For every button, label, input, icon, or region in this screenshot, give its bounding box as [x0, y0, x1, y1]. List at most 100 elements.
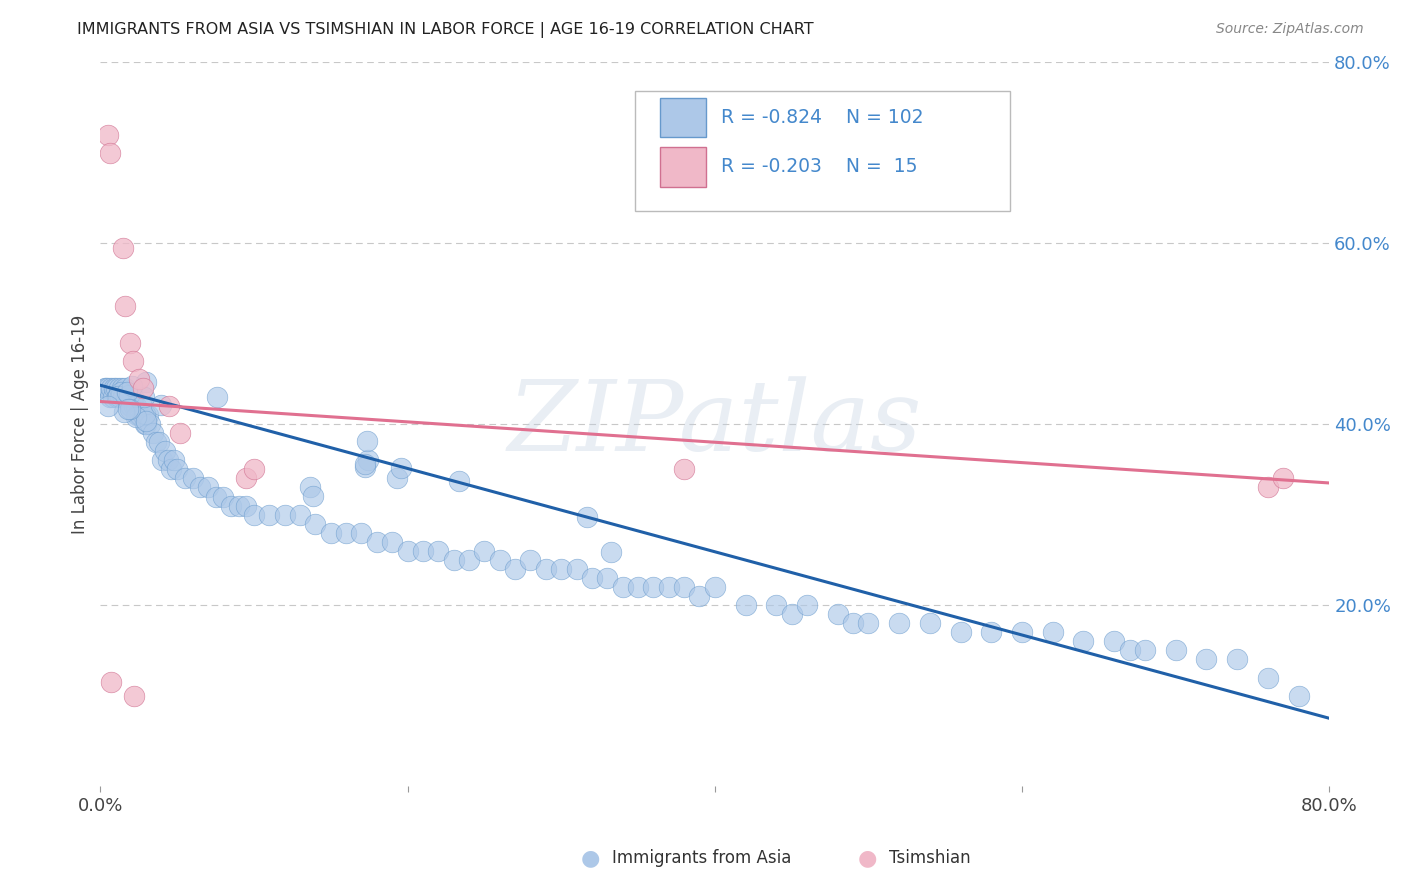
Point	[1042, 625, 1064, 640]
Point	[96, 381, 118, 395]
Point	[100, 381, 122, 395]
Point	[447, 475, 470, 489]
Point	[335, 525, 357, 540]
Point	[142, 426, 165, 441]
Point	[235, 499, 257, 513]
Point	[827, 607, 849, 622]
Point	[474, 544, 496, 558]
Point	[1288, 689, 1310, 703]
Point	[581, 571, 603, 585]
Point	[127, 408, 149, 422]
Point	[1073, 634, 1095, 648]
Point	[273, 508, 295, 522]
Point	[353, 459, 375, 474]
Point	[135, 375, 157, 389]
Point	[160, 462, 183, 476]
Point	[128, 408, 150, 422]
Text: R = -0.203    N =  15: R = -0.203 N = 15	[721, 157, 918, 177]
Point	[181, 471, 204, 485]
Point	[980, 625, 1002, 640]
Point	[118, 388, 141, 402]
Point	[627, 580, 650, 594]
Point	[357, 452, 380, 467]
Point	[412, 544, 434, 558]
Point	[550, 562, 572, 576]
Y-axis label: In Labor Force | Age 16-19: In Labor Force | Age 16-19	[72, 315, 89, 533]
FancyBboxPatch shape	[636, 91, 1010, 211]
Point	[385, 471, 408, 485]
Point	[118, 335, 141, 350]
Point	[288, 508, 311, 522]
Point	[576, 509, 599, 524]
Point	[356, 434, 378, 449]
Point	[235, 471, 257, 485]
Point	[169, 426, 191, 441]
Point	[125, 410, 148, 425]
Point	[163, 453, 186, 467]
Point	[188, 481, 211, 495]
Point	[114, 404, 136, 418]
Point	[643, 580, 665, 594]
Point	[117, 390, 139, 404]
Point	[118, 402, 141, 417]
Point	[110, 390, 132, 404]
Point	[150, 453, 173, 467]
Point	[219, 499, 242, 513]
Text: ●: ●	[581, 848, 600, 868]
Point	[596, 571, 619, 585]
FancyBboxPatch shape	[659, 97, 706, 137]
Point	[129, 408, 152, 422]
Point	[1257, 671, 1279, 685]
Point	[396, 544, 419, 558]
Point	[299, 480, 322, 494]
Point	[673, 462, 696, 476]
Point	[889, 616, 911, 631]
Point	[1164, 643, 1187, 657]
Point	[519, 553, 541, 567]
Point	[197, 481, 219, 495]
Point	[104, 381, 127, 395]
Point	[1133, 643, 1156, 657]
Point	[204, 490, 226, 504]
Point	[117, 401, 139, 416]
Point	[304, 516, 326, 531]
Point	[97, 399, 120, 413]
Point	[1011, 625, 1033, 640]
Point	[488, 553, 510, 567]
Point	[228, 499, 250, 513]
Point	[134, 407, 156, 421]
Point	[842, 616, 865, 631]
Point	[458, 553, 481, 567]
Point	[688, 589, 710, 603]
Point	[350, 525, 373, 540]
Point	[136, 408, 159, 422]
Text: Source: ZipAtlas.com: Source: ZipAtlas.com	[1216, 22, 1364, 37]
Point	[112, 390, 135, 404]
Point	[427, 544, 450, 558]
Point	[366, 534, 388, 549]
Point	[114, 300, 136, 314]
Point	[565, 562, 588, 576]
Text: ●: ●	[858, 848, 877, 868]
Point	[135, 417, 157, 431]
Point	[94, 381, 117, 395]
Point	[125, 399, 148, 413]
Point	[110, 385, 132, 400]
Point	[115, 390, 138, 404]
Point	[173, 471, 195, 485]
Point	[153, 444, 176, 458]
Point	[243, 508, 266, 522]
Point	[145, 435, 167, 450]
Text: Tsimshian: Tsimshian	[889, 849, 970, 867]
Point	[98, 145, 121, 160]
Point	[101, 390, 124, 404]
Point	[121, 378, 143, 392]
Point	[443, 553, 465, 567]
Point	[148, 435, 170, 450]
Point	[796, 598, 818, 612]
Point	[107, 389, 129, 403]
Point	[600, 545, 623, 559]
Point	[1226, 652, 1249, 666]
Point	[658, 580, 681, 594]
Point	[949, 625, 972, 640]
